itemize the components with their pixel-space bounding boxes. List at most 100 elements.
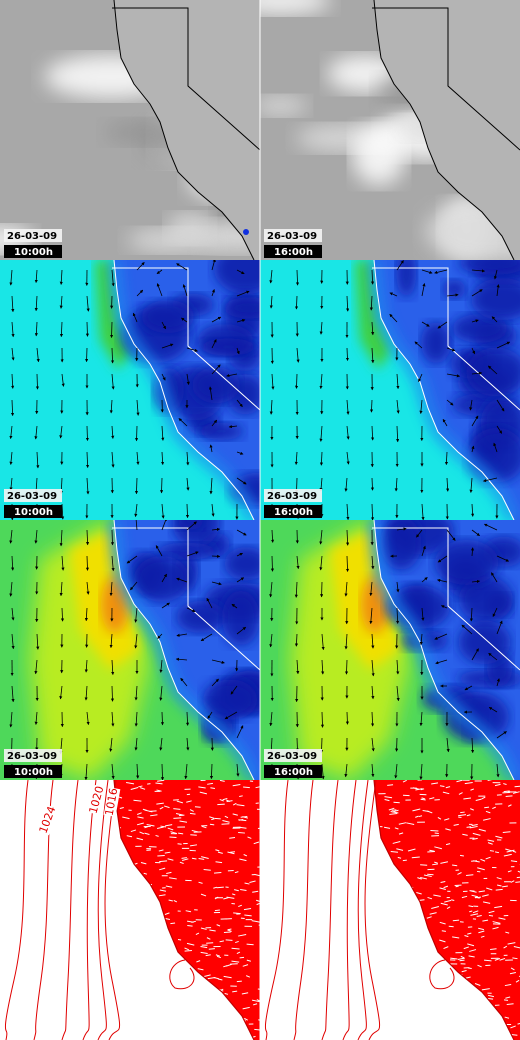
wind-arrow [134, 477, 139, 495]
contour-gap [430, 830, 439, 832]
wind-arrow [440, 605, 448, 609]
contour-gap [389, 812, 398, 815]
wind-arrow [134, 711, 138, 727]
wind-arrow [161, 425, 165, 441]
contour-gap [126, 835, 133, 838]
field-blob [434, 539, 499, 586]
contour-gap [426, 916, 432, 919]
wind-arrow [493, 269, 498, 280]
contour-gap [507, 870, 512, 873]
wind-arrow [345, 555, 350, 572]
wind-arrow [111, 711, 115, 727]
wind-arrow [185, 711, 190, 726]
wind-arrow [434, 633, 448, 640]
contour-gap [472, 910, 479, 914]
wind-arrow [160, 451, 165, 466]
contour-gap [474, 896, 480, 899]
contour-gap [503, 999, 509, 1001]
wind-arrow [9, 581, 13, 597]
contour-gap [195, 932, 200, 935]
wind-arrow [186, 607, 196, 613]
wind-arrow [110, 685, 115, 702]
contour-gap [238, 933, 247, 937]
wind-arrow [446, 529, 456, 541]
wind-arrow [446, 347, 456, 352]
contour-gap [462, 833, 468, 836]
wind-arrow [211, 316, 222, 323]
wind-arrow [236, 529, 247, 536]
contour-gap [443, 946, 449, 950]
contour-gap [457, 872, 462, 875]
contour-gap [258, 1019, 260, 1021]
wind-arrow [319, 451, 324, 466]
contour-gap [512, 791, 520, 794]
wind-arrow [371, 321, 375, 336]
contour-gap [486, 887, 493, 891]
wind-arrow [211, 678, 219, 687]
time-label: 10:00h [14, 767, 53, 778]
coast-line [373, 780, 515, 1040]
time-box [264, 245, 322, 258]
wind-arrow [419, 633, 423, 646]
wind-arrow [111, 269, 115, 287]
contour-gap [122, 816, 130, 820]
date-box [264, 229, 322, 242]
contour-gap [442, 791, 450, 795]
wind-arrow [111, 425, 115, 439]
contour-gap [457, 957, 465, 960]
wind-arrow [296, 659, 300, 675]
contour-gap [471, 823, 478, 827]
contour-gap [482, 919, 489, 922]
contour-gap [165, 885, 173, 888]
wind-arrow [134, 685, 138, 701]
contour-gap [242, 1006, 250, 1010]
wind-arrow [176, 577, 188, 583]
wind-arrow [345, 347, 350, 362]
field-blob [221, 590, 260, 646]
wind-arrow [371, 737, 375, 752]
contour-gap [509, 972, 516, 975]
contour-gap [504, 984, 512, 987]
wind-arrow [369, 581, 373, 597]
wind-arrow [176, 633, 188, 637]
field-blob [224, 546, 260, 581]
wind-arrow [471, 579, 481, 584]
wind-arrow [182, 284, 188, 297]
contour-gap [217, 978, 223, 981]
wind-arrow [110, 529, 115, 546]
wind-arrow [236, 347, 240, 355]
field-blob [452, 314, 508, 343]
contour-gap [170, 922, 176, 925]
contour-gap [468, 955, 475, 958]
contour-gap [390, 851, 399, 853]
wind-arrow [226, 373, 238, 378]
contour-gap [247, 836, 252, 839]
coastal-band [355, 260, 392, 370]
wind-arrow [84, 659, 88, 673]
wind-arrow [496, 425, 503, 434]
contour-gap [505, 996, 511, 999]
contour-gap [417, 877, 422, 880]
contour-gap [217, 851, 223, 854]
contour-gap [484, 959, 492, 962]
wind-arrow [319, 425, 323, 442]
wind-arrow [111, 659, 115, 676]
isobar-label-bg [87, 784, 107, 816]
wind-arrow [9, 451, 13, 465]
date-label: 26-03-09 [7, 231, 57, 242]
wind-arrow [434, 269, 448, 274]
wind-arrow [155, 545, 163, 557]
coast-line [373, 260, 515, 520]
wind-arrow [296, 347, 300, 363]
isobar-loop [429, 959, 455, 990]
wind-arrow [136, 451, 140, 465]
wind-arrow [496, 284, 500, 297]
contour-gap [452, 864, 458, 867]
contour-gap [201, 825, 207, 829]
contour-gap [420, 798, 426, 801]
wind-arrow [160, 711, 165, 726]
contour-gap [388, 807, 395, 811]
wind-arrow [134, 633, 138, 649]
contour-gap [244, 1018, 248, 1021]
